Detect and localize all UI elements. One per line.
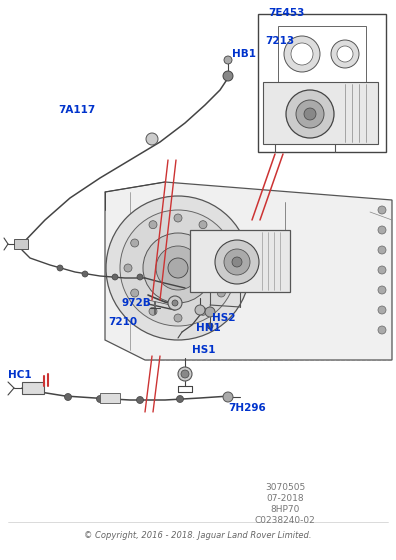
Circle shape xyxy=(331,40,359,68)
Text: 07-2018: 07-2018 xyxy=(266,494,304,503)
Circle shape xyxy=(112,274,118,280)
Text: 3070505: 3070505 xyxy=(265,483,305,492)
Polygon shape xyxy=(105,182,392,360)
Circle shape xyxy=(143,233,213,303)
Circle shape xyxy=(131,239,139,247)
Circle shape xyxy=(224,249,250,275)
Circle shape xyxy=(378,226,386,234)
Bar xyxy=(258,14,386,152)
Circle shape xyxy=(217,289,225,297)
Circle shape xyxy=(195,305,205,315)
Circle shape xyxy=(205,307,215,317)
Circle shape xyxy=(284,36,320,72)
Circle shape xyxy=(224,56,232,64)
Circle shape xyxy=(168,296,182,310)
Circle shape xyxy=(378,286,386,294)
Circle shape xyxy=(149,307,157,315)
Text: 7213: 7213 xyxy=(265,36,294,46)
Circle shape xyxy=(296,100,324,128)
Circle shape xyxy=(224,264,232,272)
Circle shape xyxy=(217,239,225,247)
Circle shape xyxy=(168,258,188,278)
Bar xyxy=(190,230,290,292)
Circle shape xyxy=(291,43,313,65)
Circle shape xyxy=(223,71,233,81)
Circle shape xyxy=(378,326,386,334)
Circle shape xyxy=(199,221,207,228)
Text: C0238240-02: C0238240-02 xyxy=(255,516,316,525)
Circle shape xyxy=(177,395,183,403)
Circle shape xyxy=(146,133,158,145)
Circle shape xyxy=(156,246,200,290)
Bar xyxy=(22,382,44,394)
Circle shape xyxy=(174,314,182,322)
Circle shape xyxy=(120,210,236,326)
Circle shape xyxy=(199,307,207,315)
Circle shape xyxy=(223,392,233,402)
Text: HB1: HB1 xyxy=(232,49,256,59)
Text: 7E453: 7E453 xyxy=(268,8,305,18)
Circle shape xyxy=(106,196,250,340)
Circle shape xyxy=(232,257,242,267)
Text: © Copyright, 2016 - 2018. Jaguar Land Rover Limited.: © Copyright, 2016 - 2018. Jaguar Land Ro… xyxy=(84,530,312,539)
Text: 7210: 7210 xyxy=(108,317,137,327)
Text: 8HP70: 8HP70 xyxy=(270,505,300,514)
Bar xyxy=(14,239,28,249)
Circle shape xyxy=(137,396,143,404)
Circle shape xyxy=(57,265,63,271)
Circle shape xyxy=(181,370,189,378)
Circle shape xyxy=(337,46,353,62)
Text: HS2: HS2 xyxy=(212,313,236,323)
Circle shape xyxy=(131,289,139,297)
Text: 7A117: 7A117 xyxy=(58,105,95,115)
Bar xyxy=(100,393,120,403)
Circle shape xyxy=(207,323,213,329)
Circle shape xyxy=(378,306,386,314)
Circle shape xyxy=(286,90,334,138)
Circle shape xyxy=(124,264,132,272)
Circle shape xyxy=(172,300,178,306)
Bar xyxy=(278,26,366,82)
Circle shape xyxy=(97,395,103,403)
Circle shape xyxy=(378,266,386,274)
Text: HS1: HS1 xyxy=(192,345,215,355)
Text: 7H296: 7H296 xyxy=(228,403,266,413)
Text: HC1: HC1 xyxy=(8,370,32,380)
Circle shape xyxy=(215,240,259,284)
Circle shape xyxy=(378,246,386,254)
Text: HN1: HN1 xyxy=(196,323,221,333)
Circle shape xyxy=(137,274,143,280)
Circle shape xyxy=(174,214,182,222)
Circle shape xyxy=(304,108,316,120)
Text: 972B: 972B xyxy=(122,298,152,308)
Circle shape xyxy=(378,206,386,214)
Bar xyxy=(263,82,378,144)
Circle shape xyxy=(149,221,157,228)
Circle shape xyxy=(178,367,192,381)
Circle shape xyxy=(82,271,88,277)
Circle shape xyxy=(65,394,72,400)
